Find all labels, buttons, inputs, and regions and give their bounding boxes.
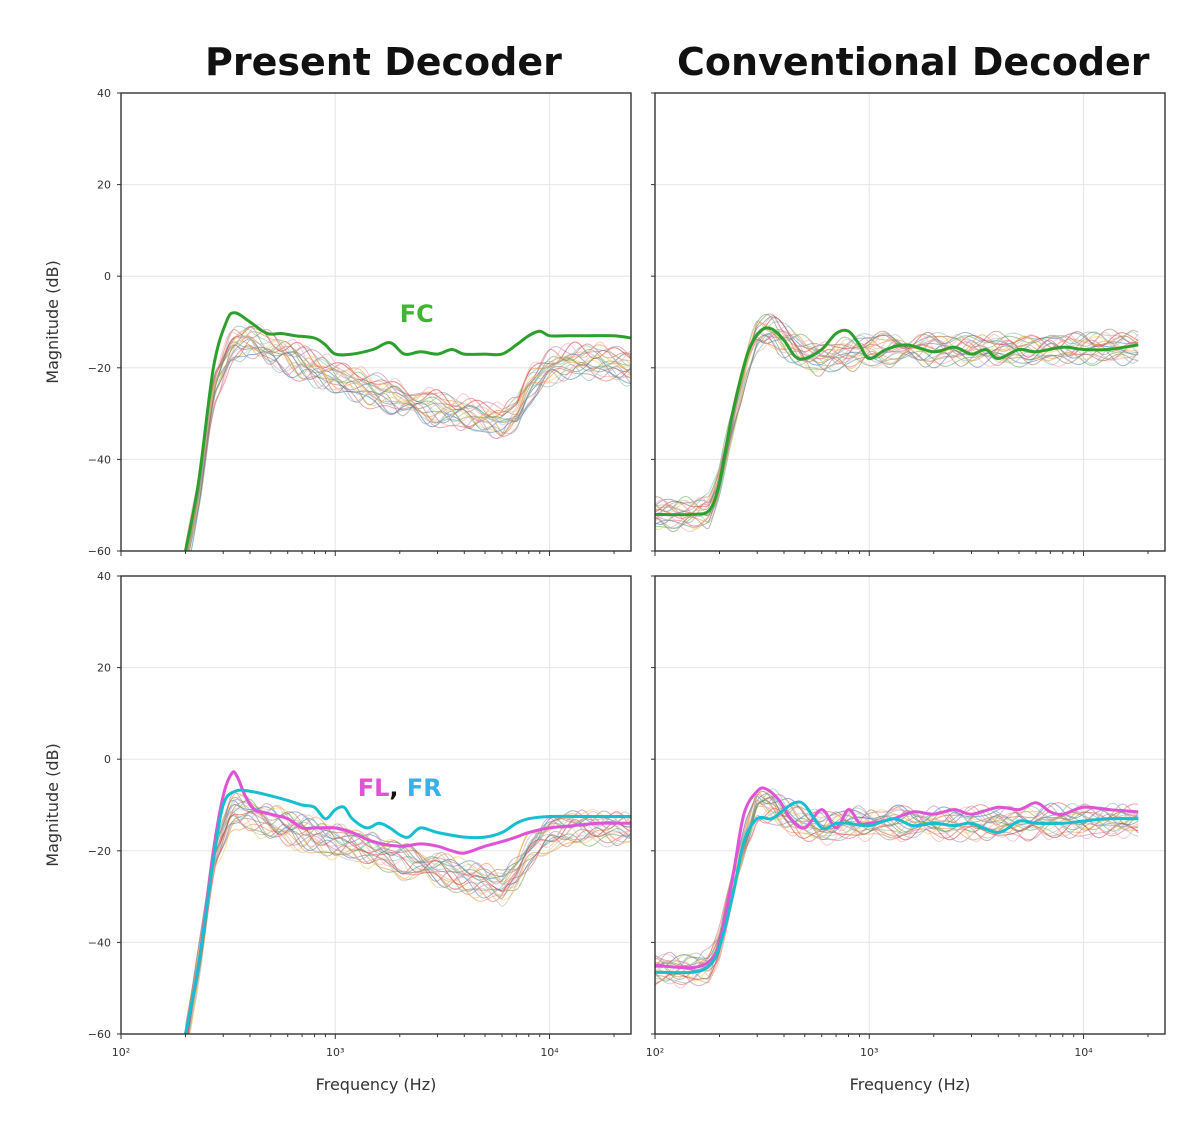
channel-response-line bbox=[185, 325, 631, 551]
channel-response-line bbox=[655, 334, 1139, 530]
y-tick-label: −40 bbox=[88, 453, 111, 466]
channel-response-line bbox=[185, 335, 631, 549]
channel-response-line bbox=[188, 820, 631, 1034]
channel-response-line bbox=[187, 330, 631, 551]
channel-response-line bbox=[188, 346, 631, 551]
panel-bottom-left: −60 −40 −20 0 20 40 10² 10³ 10⁴ Magnitude (dB) Fre… bbox=[43, 570, 632, 1094]
axes-frame bbox=[654, 92, 1166, 552]
series-line-fr bbox=[655, 800, 1139, 975]
channel-response-line bbox=[188, 344, 631, 551]
x-tick-label: 10⁴ bbox=[1074, 1046, 1093, 1059]
series-annotation: FC bbox=[400, 300, 434, 328]
panel-top-right bbox=[651, 92, 1166, 556]
y-tick-label: −60 bbox=[88, 545, 111, 558]
channel-response-line bbox=[190, 351, 631, 551]
series-line-fl bbox=[184, 770, 631, 1034]
channel-response-line bbox=[185, 329, 631, 547]
x-axis-label: Frequency (Hz) bbox=[316, 1075, 437, 1094]
y-tick-label: 20 bbox=[97, 662, 111, 675]
series-annotation: FL, FR bbox=[358, 774, 442, 802]
series-line-fl bbox=[655, 786, 1139, 970]
annotation-part: , bbox=[389, 774, 406, 802]
y-tick-label: −20 bbox=[88, 845, 111, 858]
annotation-part: FL bbox=[358, 774, 390, 802]
channel-response-line bbox=[187, 338, 631, 551]
channel-response-line bbox=[185, 807, 631, 1034]
annotation-part: FC bbox=[400, 300, 434, 328]
column-title-present: Present Decoder bbox=[205, 40, 562, 84]
channel-response-line bbox=[189, 813, 631, 1034]
channel-response-line bbox=[187, 339, 631, 551]
axes-frame bbox=[120, 92, 632, 552]
series-line-fr bbox=[184, 788, 631, 1034]
series-line-highlight bbox=[655, 326, 1139, 517]
y-tick-label: 40 bbox=[97, 570, 111, 583]
panel-bottom-right: 10² 10³ 10⁴ Frequency (Hz) bbox=[646, 575, 1166, 1094]
y-tick-label: 20 bbox=[97, 179, 111, 192]
channel-response-line bbox=[187, 341, 631, 551]
y-tick-label: 40 bbox=[97, 87, 111, 100]
channel-response-line bbox=[655, 320, 1139, 514]
y-tick-label: −40 bbox=[88, 936, 111, 949]
channel-response-line bbox=[187, 340, 631, 551]
x-tick-label: 10⁴ bbox=[540, 1046, 559, 1059]
channel-response-line bbox=[185, 791, 631, 1034]
y-tick-label: 0 bbox=[104, 753, 111, 766]
channel-response-line bbox=[186, 334, 631, 551]
channel-response-line bbox=[188, 817, 631, 1034]
y-axis-label: Magnitude (dB) bbox=[43, 743, 62, 866]
channel-response-line bbox=[187, 814, 631, 1034]
channel-response-line bbox=[187, 346, 631, 551]
channel-response-line bbox=[655, 797, 1139, 980]
channel-response-line bbox=[655, 334, 1139, 533]
x-tick-label: 10³ bbox=[326, 1046, 344, 1059]
y-tick-label: 0 bbox=[104, 270, 111, 283]
axes-frame bbox=[120, 575, 632, 1035]
x-axis-label: Frequency (Hz) bbox=[850, 1075, 971, 1094]
channel-response-line bbox=[185, 331, 631, 545]
x-tick-label: 10² bbox=[646, 1046, 664, 1059]
channel-response-line bbox=[188, 815, 631, 1034]
y-tick-label: −60 bbox=[88, 1028, 111, 1041]
x-tick-label: 10³ bbox=[860, 1046, 878, 1059]
x-tick-label: 10² bbox=[112, 1046, 130, 1059]
channel-response-line bbox=[186, 811, 631, 1034]
panel-top-left: −60 −40 −20 0 20 40 Magnitude (dB) FC bbox=[43, 87, 632, 558]
annotation-part: FR bbox=[407, 774, 442, 802]
axes-frame bbox=[654, 575, 1166, 1035]
column-title-conventional: Conventional Decoder bbox=[677, 40, 1150, 84]
y-tick-label: −20 bbox=[88, 362, 111, 375]
y-axis-label: Magnitude (dB) bbox=[43, 260, 62, 383]
channel-response-line bbox=[655, 320, 1139, 513]
series-line-fc bbox=[184, 311, 631, 551]
